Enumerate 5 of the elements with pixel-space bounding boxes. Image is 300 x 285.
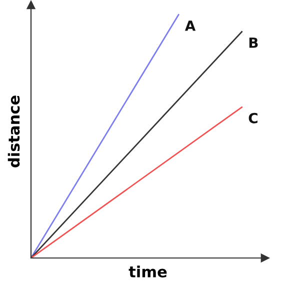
series-label: A [184,20,196,31]
x-axis-title: time [128,266,167,278]
series-label: B [249,38,258,48]
y-axis-title: distance [8,96,20,168]
series-label: C [248,112,258,124]
